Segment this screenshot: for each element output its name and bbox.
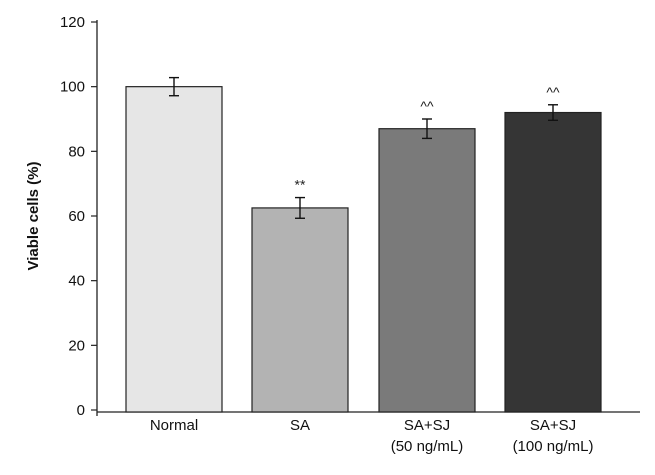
y-tick-label: 120 xyxy=(60,14,85,31)
x-category-label: SA+SJ xyxy=(404,417,450,434)
y-axis-title: Viable cells (%) xyxy=(25,162,42,271)
y-tick-label: 100 xyxy=(60,79,85,96)
y-tick-label: 60 xyxy=(68,208,85,225)
y-tick-label: 0 xyxy=(77,402,85,419)
x-category-label: SA+SJ xyxy=(530,417,576,434)
significance-marker: ^^ xyxy=(420,98,434,114)
y-tick-label: 80 xyxy=(68,143,85,160)
significance-marker: ** xyxy=(295,177,306,193)
bar xyxy=(504,111,602,413)
y-tick-label: 40 xyxy=(68,273,85,290)
x-category-sublabel: (100 ng/mL) xyxy=(513,438,594,455)
labels: 0 20 40 60 80 100 120 Viable cells (%) Normal ** S… xyxy=(25,14,593,455)
x-category-label: Normal xyxy=(150,417,198,434)
bar xyxy=(125,86,223,413)
significance-marker: ^^ xyxy=(546,84,560,100)
bar xyxy=(251,207,349,413)
x-category-sublabel: (50 ng/mL) xyxy=(391,438,464,455)
bar xyxy=(378,128,476,413)
x-category-label: SA xyxy=(290,417,310,434)
y-tick-label: 20 xyxy=(68,337,85,354)
bars xyxy=(125,76,602,413)
